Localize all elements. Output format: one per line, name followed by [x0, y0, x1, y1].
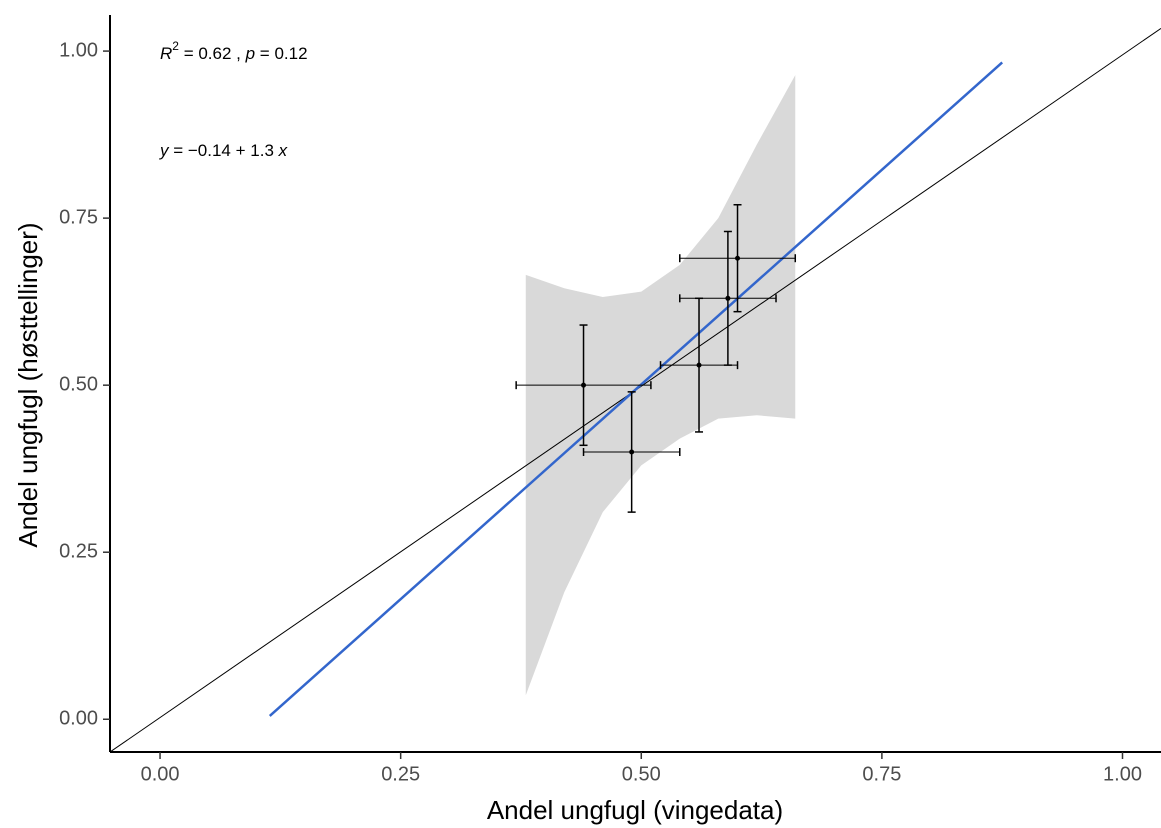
y-tick-label: 1.00 [59, 39, 98, 61]
annotation-part: = 0.62 , [179, 44, 246, 63]
x-tick-label: 1.00 [1103, 763, 1142, 785]
y-tick-label: 0.25 [59, 540, 98, 562]
y-axis-title: Andel ungfugl (høsttellinger) [13, 222, 43, 547]
x-tick-label: 0.75 [862, 763, 901, 785]
x-tick-label: 0.25 [381, 763, 420, 785]
y-tick-label: 0.75 [59, 206, 98, 228]
annotation-part: 2 [172, 39, 179, 53]
x-tick-label: 0.00 [141, 763, 180, 785]
plot-area [110, 27, 1161, 752]
annotation-part: = −0.14 + 1.3 [169, 141, 279, 160]
fit-line [268, 61, 1004, 717]
annotation-part: p [245, 44, 255, 63]
point [629, 449, 635, 455]
point [581, 382, 587, 388]
y-tick-label: 0.00 [59, 708, 98, 730]
x-tick-label: 0.50 [622, 763, 661, 785]
point [735, 255, 741, 261]
point [696, 362, 702, 368]
annotation-part: x [278, 141, 288, 160]
annotation-part: y [159, 141, 170, 160]
annotation: R2 = 0.62 , p = 0.12 [160, 39, 308, 63]
confidence-band [525, 75, 796, 696]
annotation: y = −0.14 + 1.3 x [159, 141, 288, 160]
x-axis-title: Andel ungfugl (vingedata) [487, 795, 783, 825]
y-tick-label: 0.50 [59, 373, 98, 395]
annotation-part: R [160, 44, 172, 63]
point [725, 295, 731, 301]
annotation-part: = 0.12 [255, 44, 307, 63]
